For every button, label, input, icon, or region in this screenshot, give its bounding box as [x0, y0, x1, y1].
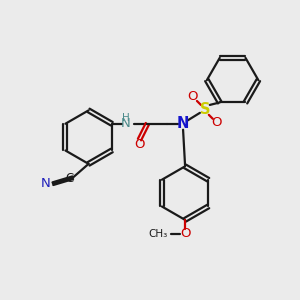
Text: S: S: [200, 102, 210, 117]
Text: H: H: [122, 113, 130, 123]
Text: C: C: [65, 172, 74, 185]
Text: N: N: [41, 177, 51, 190]
Text: N: N: [177, 116, 189, 131]
Text: CH₃: CH₃: [148, 229, 167, 239]
Text: O: O: [180, 227, 190, 240]
Text: O: O: [212, 116, 222, 129]
Text: N: N: [121, 117, 130, 130]
Text: O: O: [188, 91, 198, 103]
Text: O: O: [134, 138, 145, 151]
